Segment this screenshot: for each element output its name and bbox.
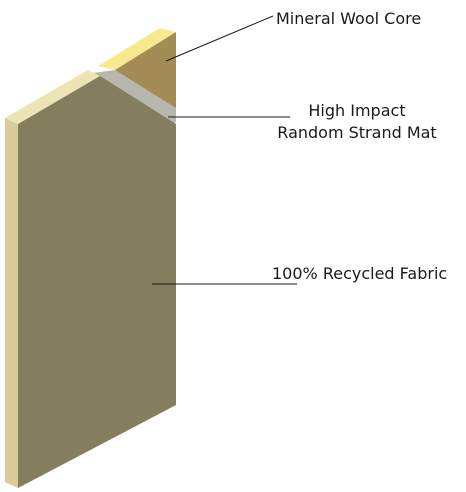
fabric-side-edge [5, 118, 18, 488]
fabric-front-face [18, 76, 176, 488]
mat-label-line1: High Impact [308, 101, 405, 120]
core-leader-line [165, 15, 274, 62]
fabric-label: 100% Recycled Fabric [272, 264, 447, 283]
core-label: Mineral Wool Core [276, 9, 421, 28]
fabric-top-edge [5, 70, 100, 124]
mat-label-line2: Random Strand Mat [277, 123, 436, 142]
core-top-face [98, 28, 176, 70]
